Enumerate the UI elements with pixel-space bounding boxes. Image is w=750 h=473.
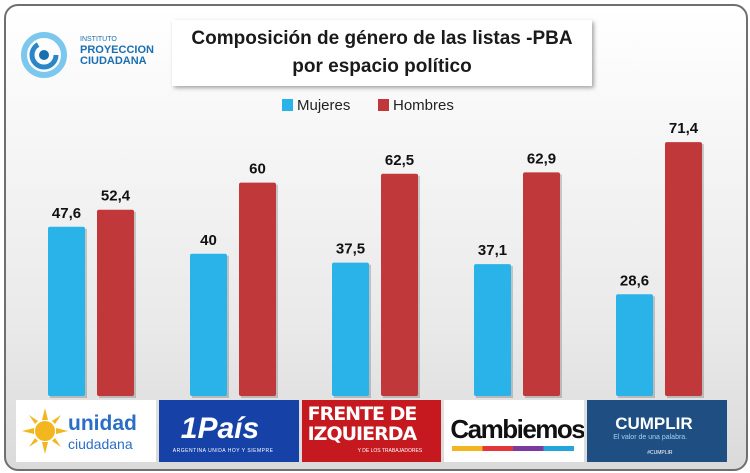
logo-cambiemos: Cambiemos bbox=[444, 400, 585, 462]
cumplir-name: CUMPLIR bbox=[615, 414, 693, 433]
chart-canvas: Mujeres Hombres 47,6 52,4 40 60 37,5 62,5 37,1 62… bbox=[48, 97, 704, 398]
data-label-mujeres-2: 37,5 bbox=[336, 241, 365, 258]
data-label-hombres-4: 71,4 bbox=[669, 120, 699, 137]
bar-hombres-0 bbox=[97, 209, 134, 396]
logo-1pais: 1País ARGENTINA UNIDA HOY Y SIEMPRE bbox=[158, 400, 299, 462]
data-label-hombres-2: 62,5 bbox=[385, 152, 414, 169]
legend-swatch-hombres bbox=[378, 99, 389, 111]
institute-logo: INSTITUTO PROYECCION CIUDADANA bbox=[20, 32, 160, 78]
data-label-mujeres-0: 47,6 bbox=[52, 205, 81, 222]
chart-frame: Mujeres Hombres 47,6 52,4 40 60 37,5 62,5 37,1 62… bbox=[4, 4, 748, 471]
cumplir-tagline: El valor de una palabra. bbox=[613, 434, 688, 441]
swirl-icon bbox=[21, 32, 67, 78]
bar-mujeres-2 bbox=[332, 262, 369, 396]
cambiemos-name: Cambiemos bbox=[450, 414, 585, 444]
fit-tagline: Y DE LOS TRABAJADORES bbox=[357, 448, 423, 454]
sun-icon bbox=[22, 408, 68, 454]
data-label-mujeres-3: 37,1 bbox=[478, 242, 507, 259]
org-line3: CIUDADANA bbox=[80, 55, 147, 67]
fit-line2: IZQUIERDA bbox=[307, 423, 418, 445]
data-label-mujeres-1: 40 bbox=[200, 232, 217, 249]
chart-title: Composición de género de las listas -PBA… bbox=[172, 20, 592, 86]
org-line2: PROYECCION bbox=[80, 44, 154, 56]
legend-label-mujeres: Mujeres bbox=[297, 97, 350, 114]
bar-mujeres-3 bbox=[474, 264, 511, 396]
logo-unidad-ciudadana: unidad ciudadana bbox=[16, 400, 156, 462]
bar-mujeres-4 bbox=[616, 294, 653, 396]
pais-name: 1País bbox=[180, 412, 260, 445]
party-logos: unidad ciudadana 1País ARGENTINA UNIDA H… bbox=[16, 400, 730, 464]
chart-title-line1: Composición de género de las listas -PBA bbox=[191, 28, 573, 49]
bar-mujeres-1 bbox=[190, 253, 227, 396]
logo-cumplir: CUMPLIR El valor de una palabra. #CUMPLI… bbox=[587, 400, 727, 462]
bar-hombres-2 bbox=[381, 173, 418, 396]
logo-frente-izquierda: FRENTE DE IZQUIERDA Y DE LOS TRABAJADORE… bbox=[301, 400, 442, 462]
bar-hombres-4 bbox=[665, 142, 702, 396]
org-line1: INSTITUTO bbox=[80, 36, 117, 43]
bar-hombres-1 bbox=[239, 182, 276, 396]
unidad-line2: ciudadana bbox=[68, 436, 133, 452]
data-label-hombres-1: 60 bbox=[249, 161, 266, 178]
fit-line1: FRENTE DE bbox=[307, 403, 418, 425]
legend-label-hombres: Hombres bbox=[393, 97, 454, 114]
bar-hombres-3 bbox=[523, 172, 560, 396]
data-label-mujeres-4: 28,6 bbox=[620, 272, 649, 289]
unidad-line1: unidad bbox=[68, 412, 137, 435]
data-label-hombres-3: 62,9 bbox=[527, 150, 556, 167]
legend-swatch-mujeres bbox=[282, 99, 293, 111]
cumplir-hashtag: #CUMPLIR bbox=[647, 450, 673, 456]
bar-mujeres-0 bbox=[48, 226, 85, 396]
pais-tagline: ARGENTINA UNIDA HOY Y SIEMPRE bbox=[172, 448, 274, 454]
data-label-hombres-0: 52,4 bbox=[101, 188, 131, 205]
cambiemos-color-bar bbox=[452, 446, 575, 451]
chart-title-line2: por espacio político bbox=[292, 56, 472, 77]
